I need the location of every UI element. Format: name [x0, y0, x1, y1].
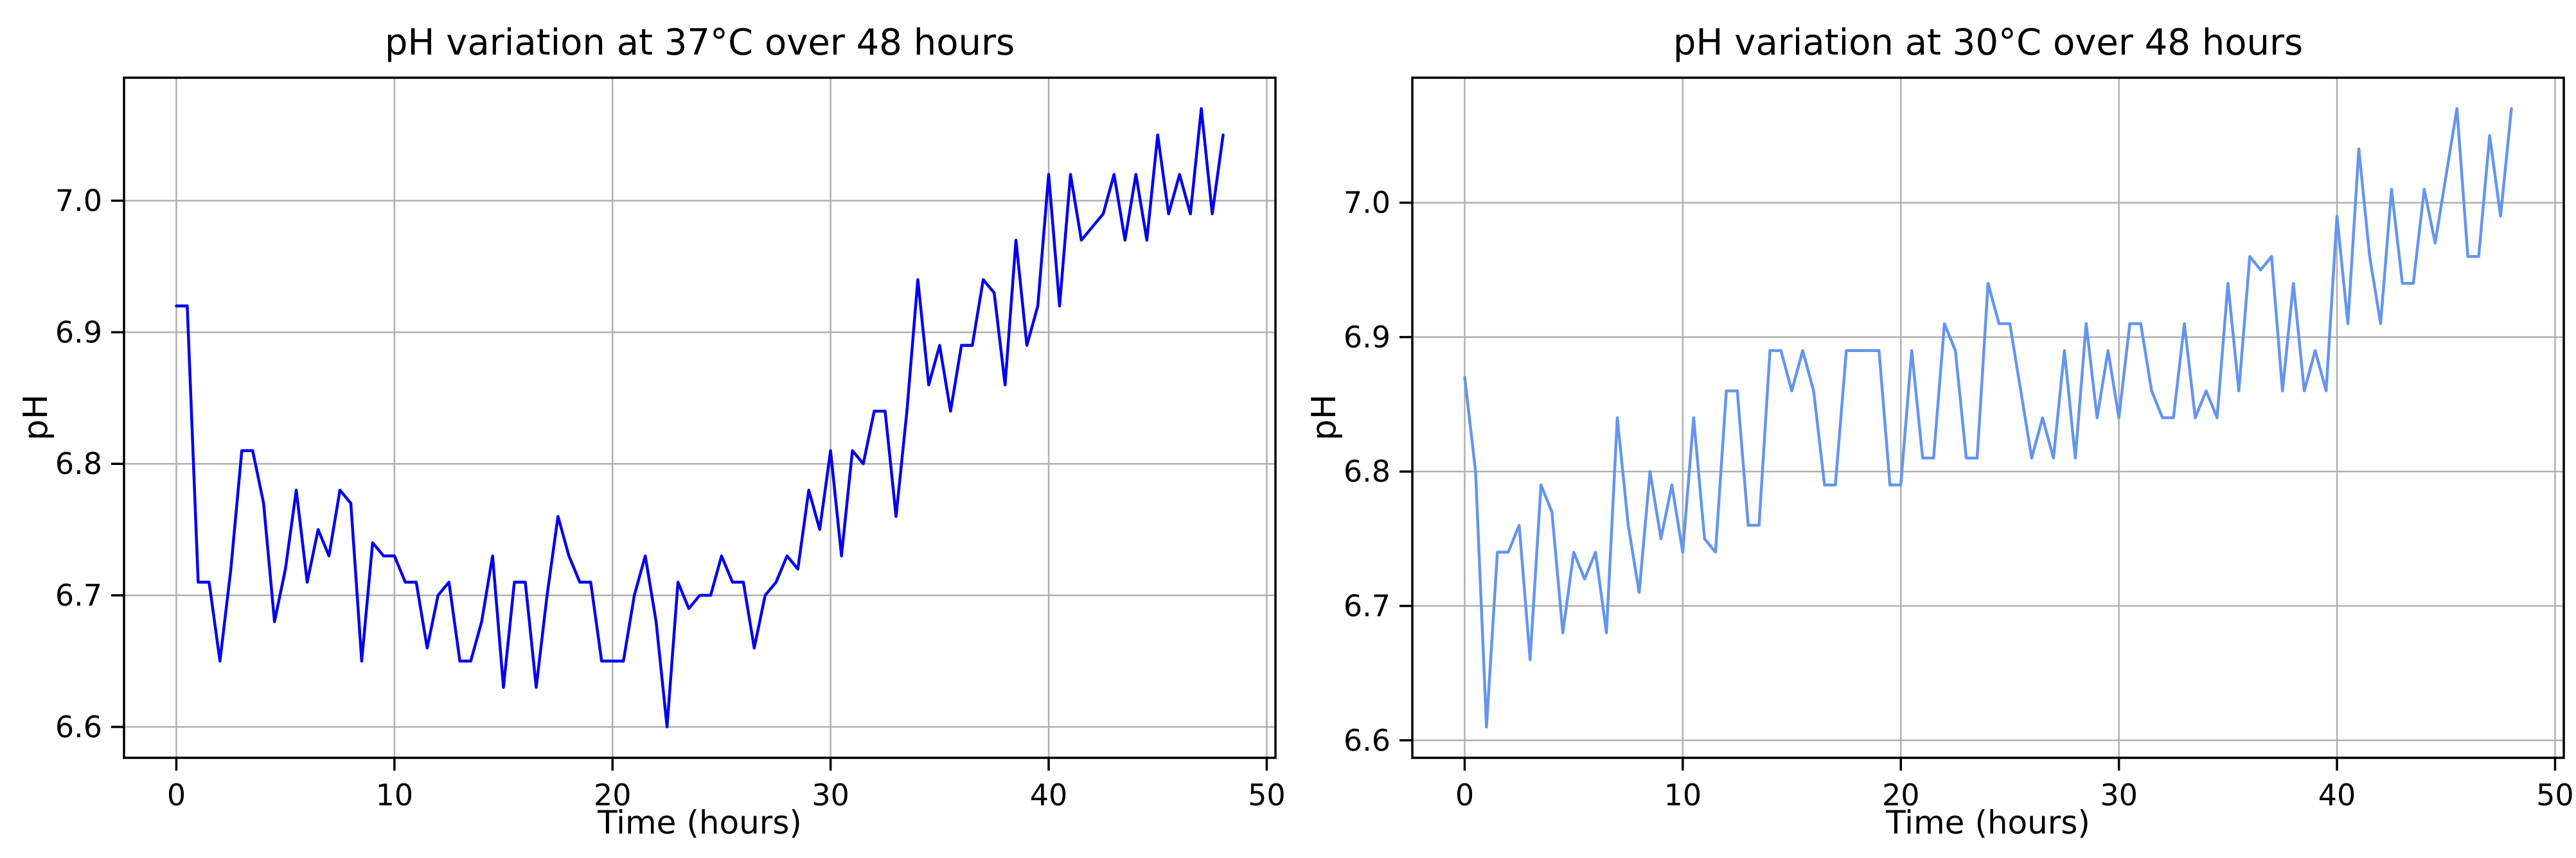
x-tick-label: 20: [594, 778, 632, 812]
y-tick-label: 6.9: [55, 315, 102, 349]
chart-title-30c: pH variation at 30°C over 48 hours: [1673, 22, 2304, 64]
y-tick-label: 7.0: [1344, 186, 1390, 220]
axes-spines: [123, 76, 1277, 759]
y-tick-label: 6.7: [1344, 589, 1390, 624]
x-tick-label: 30: [812, 778, 849, 812]
data-line: [1463, 107, 2513, 729]
y-tick-label: 6.9: [1344, 320, 1390, 355]
x-tick-label: 0: [1455, 778, 1474, 812]
y-tick-label: 6.8: [1344, 454, 1390, 489]
x-tick-label: 40: [2318, 778, 2356, 812]
chart-title-37c: pH variation at 37°C over 48 hours: [384, 22, 1015, 64]
plot-area-37c: 0 10 20 30 40 50 6.6 6.7 6.8 6.9 7.0: [55, 76, 1286, 812]
x-tick-label: 40: [1030, 778, 1068, 812]
axes-spines: [1411, 76, 2565, 759]
y-tick-label: 6.7: [55, 578, 102, 613]
x-tick-label: 10: [376, 778, 414, 812]
y-tick-label: 6.6: [1344, 723, 1390, 758]
x-axis-label-30c: Time (hours): [1886, 804, 2090, 841]
y-tick-label: 6.6: [55, 710, 102, 744]
x-tick-label: 30: [2100, 778, 2138, 812]
x-tick-label: 20: [1882, 778, 1920, 812]
x-tick-label: 0: [167, 778, 186, 812]
y-tick-label: 7.0: [55, 184, 102, 218]
data-line: [175, 107, 1225, 729]
x-tick-label: 50: [2536, 778, 2574, 812]
plot-area-30c: 0 10 20 30 40 50 6.6 6.7 6.8 6.9 7.0: [1344, 76, 2574, 812]
x-tick-label: 50: [1248, 778, 1286, 812]
y-tick-label: 6.8: [55, 446, 102, 481]
x-axis-label-37c: Time (hours): [598, 804, 802, 841]
x-tick-label: 10: [1664, 778, 1702, 812]
